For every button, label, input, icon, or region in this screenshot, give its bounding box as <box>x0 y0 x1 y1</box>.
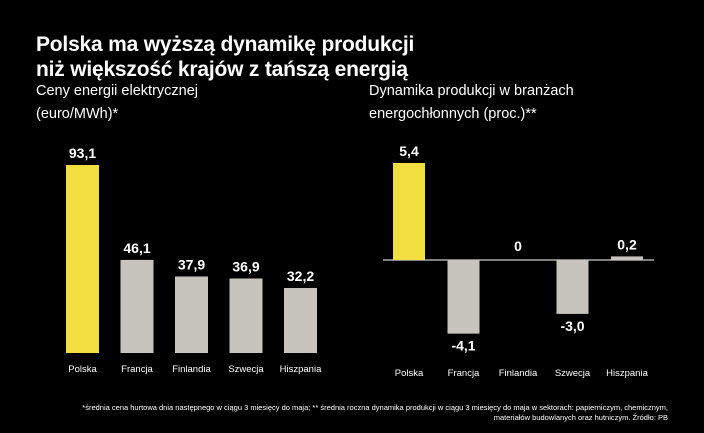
left-category-label-finlandia: Finlandia <box>172 364 211 375</box>
right-category-label-polska: Polska <box>395 368 424 379</box>
left-chart-subtitle-line-2: (euro/MWh)* <box>36 106 119 122</box>
right-value-label-polska: 5,4 <box>399 143 419 159</box>
footnote-line-2: materiałów budowlanych oraz hutniczym. Ź… <box>493 413 668 422</box>
right-category-label-francja: Francja <box>448 368 480 379</box>
right-category-label-hiszpania: Hiszpania <box>606 368 648 379</box>
left-value-label-francja: 46,1 <box>123 240 150 256</box>
right-value-label-francja: -4,1 <box>451 338 475 354</box>
right-category-label-szwecja: Szwecja <box>555 368 591 379</box>
chart-title-line-2: niż większość krajów z tańszą energią <box>36 58 408 81</box>
left-chart-subtitle: Ceny energii elektrycznej (euro/MWh)* <box>36 80 198 126</box>
footnote-line-1: *średnia cena hurtowa dnia następnego w … <box>82 403 668 412</box>
left-value-label-finlandia: 37,9 <box>178 256 205 272</box>
right-value-label-hiszpania: 0,2 <box>617 236 637 252</box>
right-chart-subtitle-line-1: Dynamika produkcji w branżach <box>369 83 574 99</box>
chart-title: Polska ma wyższą dynamikę produkcji niż … <box>36 32 676 82</box>
right-bar-polska <box>393 163 425 260</box>
footnote: *średnia cena hurtowa dnia następnego w … <box>48 403 668 423</box>
left-bar-finlandia <box>175 276 208 353</box>
left-category-label-szwecja: Szwecja <box>228 364 264 375</box>
right-category-label-finlandia: Finlandia <box>499 368 538 379</box>
right-bar-francja <box>447 260 480 334</box>
right-value-label-szwecja: -3,0 <box>560 318 584 334</box>
right-bar-szwecja <box>556 260 589 314</box>
left-value-label-hiszpania: 32,2 <box>287 268 314 284</box>
left-category-label-polska: Polska <box>68 364 97 375</box>
left-chart-subtitle-line-1: Ceny energii elektrycznej <box>36 83 198 99</box>
right-value-label-finlandia: 0 <box>514 238 522 254</box>
right-bar-hiszpania <box>611 256 643 260</box>
left-bar-hiszpania <box>284 287 317 353</box>
chart-title-line-1: Polska ma wyższą dynamikę produkcji <box>36 33 415 56</box>
left-bar-szwecja <box>229 278 263 353</box>
left-bar-polska <box>66 165 99 353</box>
left-value-label-polska: 93,1 <box>69 145 96 161</box>
right-chart-subtitle: Dynamika produkcji w branżach energochło… <box>369 80 574 126</box>
left-category-label-hiszpania: Hiszpania <box>280 364 322 375</box>
left-category-label-francja: Francja <box>121 364 153 375</box>
left-value-label-szwecja: 36,9 <box>232 258 259 274</box>
left-bar-francja <box>120 259 154 353</box>
right-chart-subtitle-line-2: energochłonnych (proc.)** <box>369 106 537 122</box>
